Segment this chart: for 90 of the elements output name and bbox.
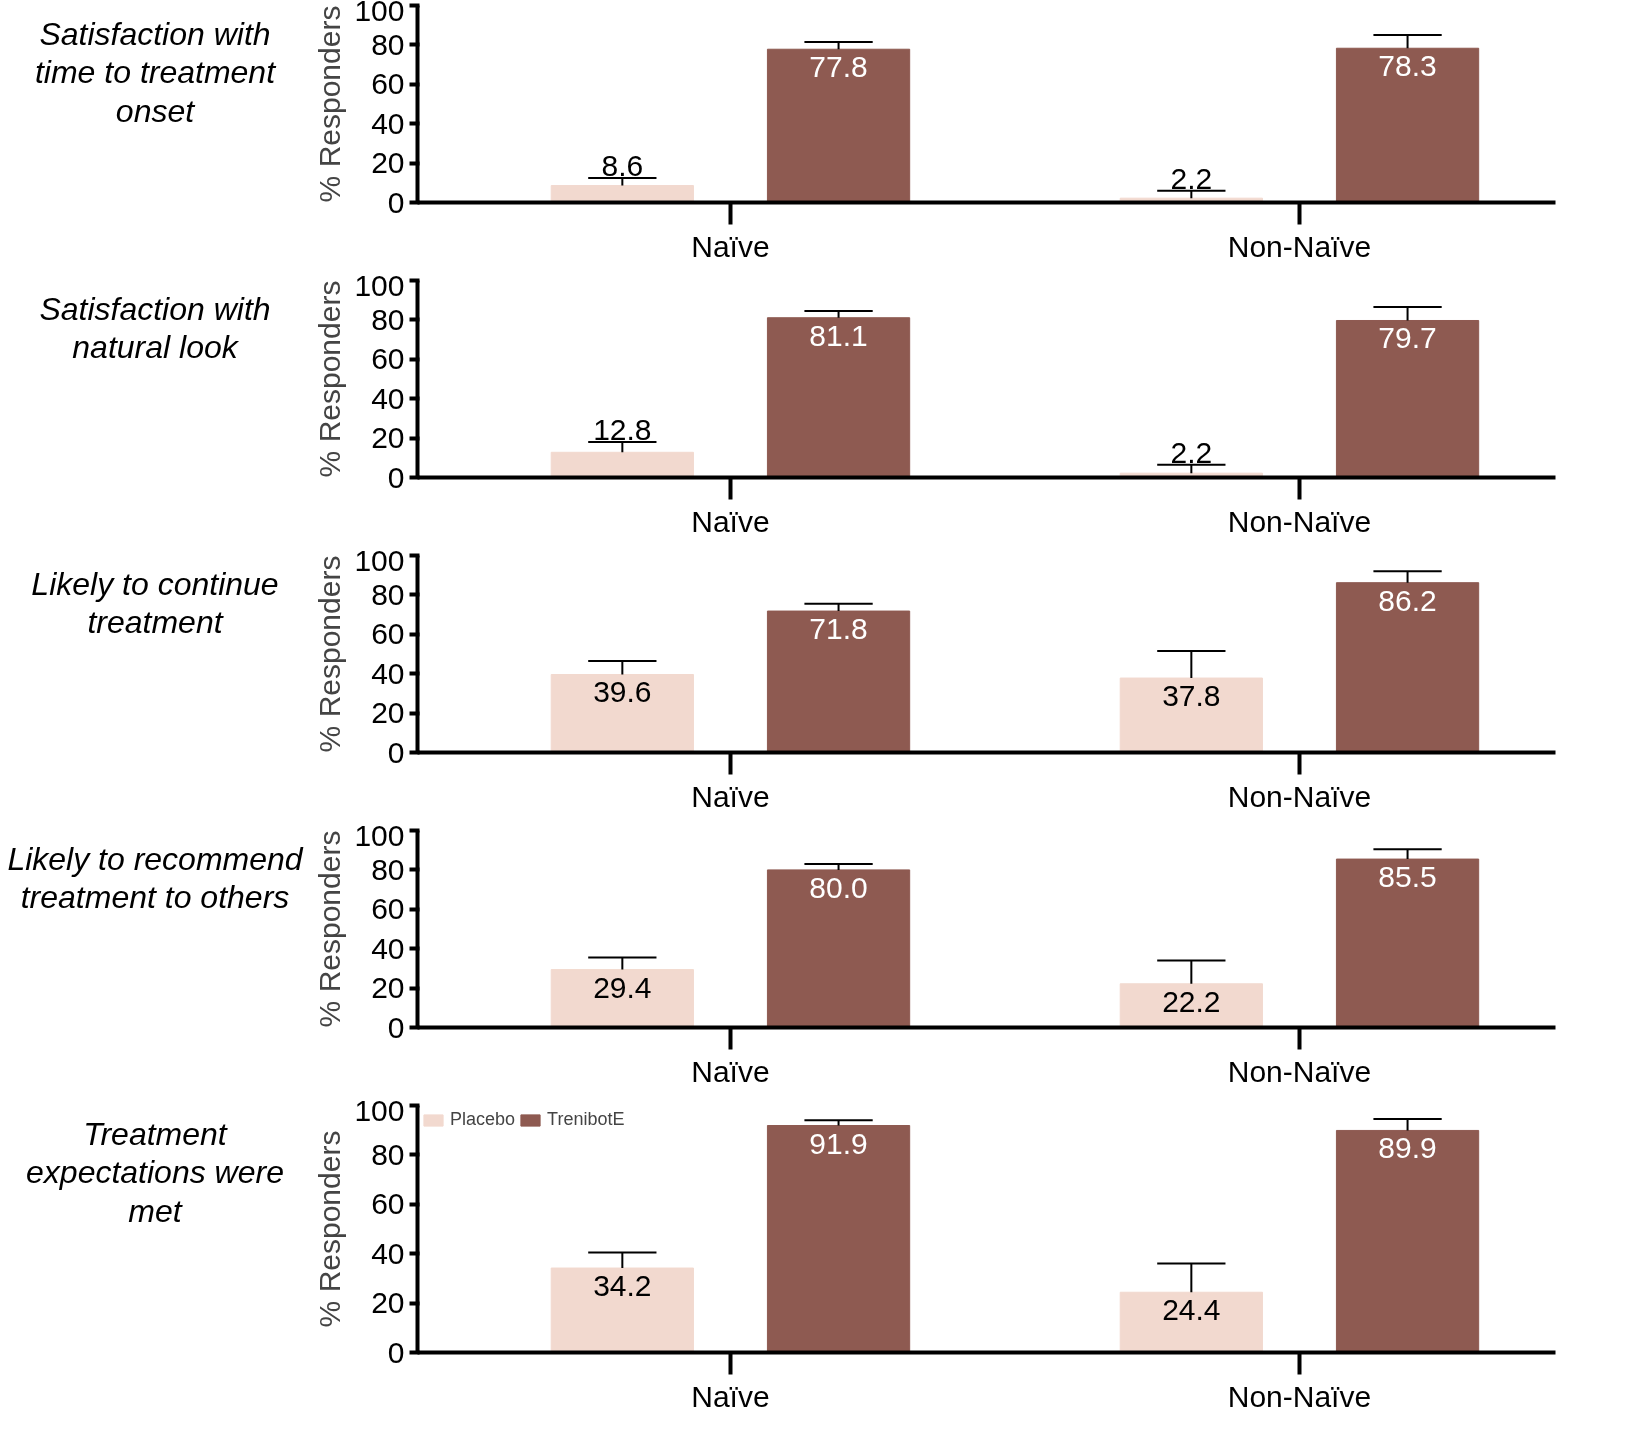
y-tick-label: 20 — [371, 146, 405, 180]
x-tick-label: Non-Naïve — [1227, 229, 1372, 263]
y-tick-label: 0 — [387, 460, 405, 494]
y-tick-label: 80 — [371, 577, 405, 611]
y-tick-label: 0 — [387, 1010, 405, 1044]
bar — [550, 1267, 694, 1353]
data-label: 86.2 — [1378, 583, 1437, 617]
y-tick-label: 60 — [371, 67, 405, 101]
y-axis-title: % Responders — [313, 555, 347, 753]
bar — [550, 673, 694, 753]
x-tick-label: Naïve — [691, 504, 770, 538]
data-label: 78.3 — [1378, 49, 1437, 83]
y-tick-label: 60 — [371, 1187, 405, 1221]
data-label: 22.2 — [1162, 984, 1221, 1018]
data-label: 81.1 — [809, 318, 868, 352]
data-label: 77.8 — [809, 50, 868, 84]
bar — [1119, 677, 1263, 753]
data-label: 89.9 — [1378, 1131, 1437, 1165]
y-tick-label: 80 — [371, 302, 405, 336]
legend-label: TrenibotE — [547, 1109, 625, 1130]
y-axis-title: % Responders — [313, 280, 347, 478]
text: Treatment expectations were met — [25, 1115, 285, 1231]
bar — [550, 185, 694, 203]
text: Satisfaction with natural look — [38, 290, 272, 367]
y-tick-label: 0 — [387, 185, 405, 219]
data-label: 34.2 — [593, 1269, 652, 1303]
bar — [766, 869, 911, 1028]
bar — [1335, 319, 1480, 478]
x-tick-label: Non-Naïve — [1227, 779, 1372, 813]
y-tick-label: 60 — [371, 617, 405, 651]
bar — [766, 610, 911, 753]
y-tick-label: 80 — [371, 27, 405, 61]
bar — [1119, 1291, 1263, 1353]
x-tick-label: Naïve — [691, 229, 770, 263]
y-tick-label: 20 — [371, 421, 405, 455]
y-tick-label: 20 — [371, 696, 405, 730]
bar — [1335, 1129, 1480, 1353]
y-tick-label: 40 — [371, 931, 405, 965]
y-tick-label: 100 — [354, 0, 405, 27]
y-tick-label: 100 — [354, 1093, 405, 1127]
y-tick-label: 20 — [371, 971, 405, 1005]
y-tick-label: 100 — [354, 818, 405, 852]
y-tick-label: 40 — [371, 381, 405, 415]
y-axis-title: % Responders — [313, 1130, 347, 1328]
bar — [1335, 582, 1480, 753]
y-axis-title: % Responders — [313, 830, 347, 1028]
bar — [766, 317, 911, 478]
data-label: 79.7 — [1378, 321, 1437, 355]
y-tick-label: 100 — [354, 543, 405, 577]
bar — [1335, 47, 1480, 203]
bar — [1335, 858, 1480, 1028]
x-tick-label: Non-Naïve — [1227, 1054, 1372, 1088]
data-label: 80.0 — [809, 870, 868, 904]
data-label: 24.4 — [1162, 1293, 1221, 1327]
data-label: 39.6 — [593, 675, 652, 709]
y-tick-label: 60 — [371, 342, 405, 376]
bar — [550, 969, 694, 1028]
data-label: 12.8 — [593, 413, 652, 447]
x-tick-label: Non-Naïve — [1227, 1379, 1372, 1413]
data-label: 85.5 — [1378, 860, 1437, 894]
x-tick-label: Naïve — [691, 1379, 770, 1413]
bar — [1119, 983, 1263, 1028]
y-tick-label: 80 — [371, 852, 405, 886]
y-tick-label: 40 — [371, 106, 405, 140]
data-label: 91.9 — [809, 1126, 868, 1160]
bar — [550, 451, 694, 478]
data-label: 2.2 — [1170, 161, 1213, 195]
data-label: 37.8 — [1162, 679, 1221, 713]
legend-label: Placebo — [450, 1109, 516, 1130]
y-tick-label: 40 — [371, 656, 405, 690]
data-label: 71.8 — [809, 612, 868, 646]
y-tick-label: 0 — [387, 735, 405, 769]
data-label: 2.2 — [1170, 435, 1213, 469]
y-axis-title: % Responders — [313, 5, 347, 203]
text: Likely to recommend treatment to others — [6, 840, 305, 917]
x-tick-label: Naïve — [691, 779, 770, 813]
y-tick-label: 0 — [387, 1335, 405, 1369]
y-tick-label: 80 — [371, 1137, 405, 1171]
bar — [766, 48, 911, 203]
bar — [766, 1125, 911, 1353]
y-tick-label: 60 — [371, 892, 405, 926]
x-tick-label: Naïve — [691, 1054, 770, 1088]
text: Satisfaction with time to treatment onset — [33, 15, 277, 131]
data-label: 29.4 — [593, 970, 652, 1004]
x-tick-label: Non-Naïve — [1227, 504, 1372, 538]
text: Likely to continue treatment — [30, 565, 280, 642]
data-label: 8.6 — [601, 148, 644, 182]
y-tick-label: 100 — [354, 268, 405, 302]
y-tick-label: 20 — [371, 1286, 405, 1320]
y-tick-label: 40 — [371, 1236, 405, 1270]
